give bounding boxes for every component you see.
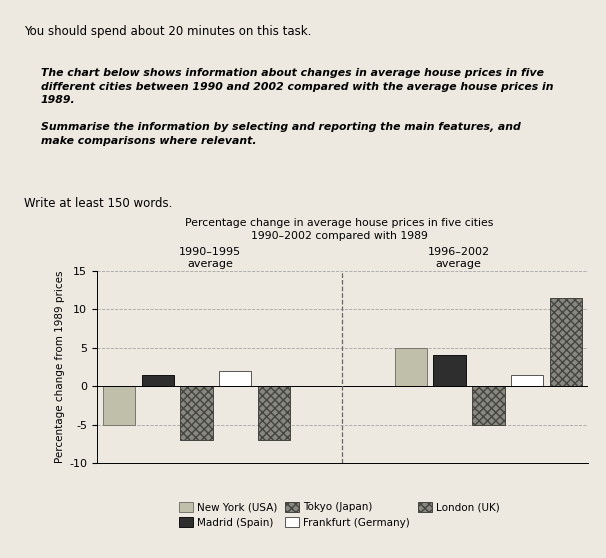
Bar — [219, 371, 251, 386]
Bar — [258, 386, 290, 440]
Bar — [550, 297, 582, 386]
Text: Write at least 150 words.: Write at least 150 words. — [24, 196, 173, 210]
Bar — [433, 355, 466, 386]
Bar — [142, 374, 174, 386]
Bar — [472, 386, 505, 425]
Bar — [511, 374, 543, 386]
Text: You should spend about 20 minutes on this task.: You should spend about 20 minutes on thi… — [24, 25, 311, 39]
Text: 1990–1995
average: 1990–1995 average — [179, 247, 241, 270]
Y-axis label: Percentage change from 1989 prices: Percentage change from 1989 prices — [55, 271, 65, 463]
Text: Percentage change in average house prices in five cities
1990–2002 compared with: Percentage change in average house price… — [185, 218, 493, 241]
Bar — [103, 386, 135, 425]
Legend: New York (USA), Madrid (Spain), Tokyo (Japan), Frankfurt (Germany), London (UK): New York (USA), Madrid (Spain), Tokyo (J… — [174, 497, 505, 533]
Bar — [180, 386, 213, 440]
Text: The chart below shows information about changes in average house prices in five
: The chart below shows information about … — [41, 68, 553, 146]
Bar — [395, 348, 427, 386]
Text: 1996–2002
average: 1996–2002 average — [428, 247, 490, 270]
